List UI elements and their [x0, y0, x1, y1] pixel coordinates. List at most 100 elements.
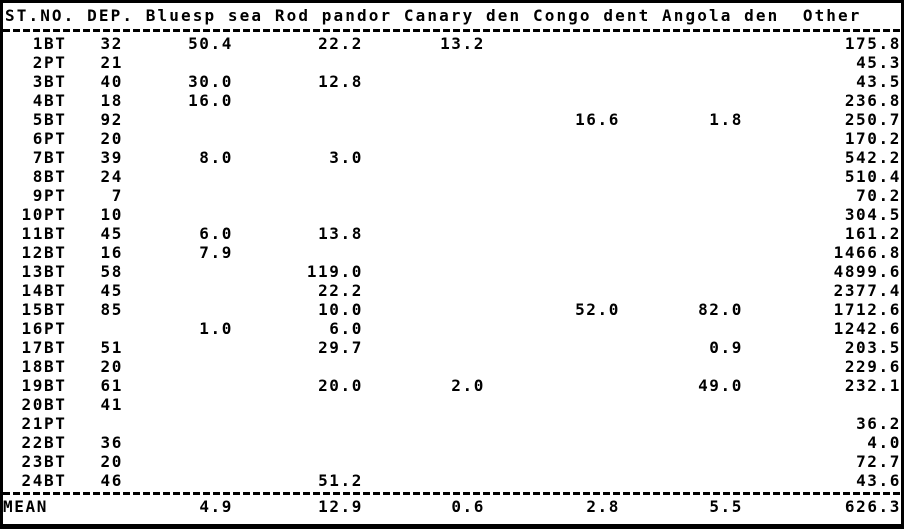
depth-cell: 21	[100, 53, 123, 72]
angola-den-cell	[620, 395, 743, 414]
angola-den-cell	[620, 471, 743, 490]
other-cell: 4899.6	[833, 262, 901, 281]
angola-den-cell	[620, 243, 743, 262]
other-cell: 175.8	[844, 34, 901, 53]
congo-dent-cell: 52.0	[575, 300, 620, 319]
other-cell: 72.7	[856, 452, 901, 471]
bluesp-sea-cell	[123, 129, 233, 148]
bluesp-sea-cell	[123, 300, 233, 319]
table-row: 13 BT 58 119.0 4899.6	[3, 262, 901, 281]
rod-pandor-cell	[233, 186, 363, 205]
rod-pandor-cell: 20.0	[318, 376, 363, 395]
depth-cell: 58	[100, 262, 123, 281]
table-row: 5 BT 92 16.6 1.8 250.7	[3, 110, 901, 129]
st-no-cell: 21	[21, 414, 44, 433]
congo-dent-cell	[485, 471, 620, 490]
canary-den-cell	[363, 129, 485, 148]
mean-congo-dent-cell: 2.8	[586, 497, 621, 516]
canary-den-cell	[363, 110, 485, 129]
rod-pandor-cell	[233, 91, 363, 110]
st-no-cell: 15	[21, 300, 44, 319]
table-row: 24 BT 46 51.2 43.6	[3, 471, 901, 490]
other-cell: 4.0	[867, 433, 901, 452]
gear-type-cell: PT	[44, 319, 67, 338]
congo-dent-cell	[485, 186, 620, 205]
depth-cell: 20	[100, 357, 123, 376]
table-row: 10 PT 10 304.5	[3, 205, 901, 224]
gear-type-cell: BT	[44, 395, 67, 414]
bluesp-sea-cell	[123, 376, 233, 395]
table-row: 11 BT 45 6.0 13.8 161.2	[3, 224, 901, 243]
bluesp-sea-cell	[123, 110, 233, 129]
bluesp-sea-cell	[123, 205, 233, 224]
angola-den-cell	[620, 319, 743, 338]
gear-type-cell: PT	[44, 186, 67, 205]
st-no-cell: 12	[21, 243, 44, 262]
congo-dent-cell	[485, 224, 620, 243]
other-cell: 232.1	[844, 376, 901, 395]
st-no-cell: 24	[21, 471, 44, 490]
bluesp-sea-cell: 7.9	[199, 243, 233, 262]
rod-pandor-cell: 22.2	[318, 281, 363, 300]
st-no-cell: 18	[21, 357, 44, 376]
table-row: 14 BT 45 22.2 2377.4	[3, 281, 901, 300]
angola-den-cell	[620, 452, 743, 471]
st-no-cell: 3	[32, 72, 44, 91]
congo-dent-cell: 16.6	[575, 110, 620, 129]
gear-type-cell: BT	[44, 376, 67, 395]
table-header-line: ST.NO. DEP. Bluesp sea Rod pandor Canary…	[5, 6, 862, 25]
rod-pandor-cell	[233, 205, 363, 224]
congo-dent-cell	[485, 338, 620, 357]
depth-cell	[93, 414, 123, 433]
depth-cell: 51	[100, 338, 123, 357]
congo-dent-cell	[485, 433, 620, 452]
rod-pandor-cell	[233, 129, 363, 148]
gear-type-cell: BT	[44, 452, 67, 471]
congo-dent-cell	[485, 395, 620, 414]
bluesp-sea-cell	[123, 281, 233, 300]
bluesp-sea-cell: 1.0	[199, 319, 233, 338]
rod-pandor-cell	[233, 357, 363, 376]
bluesp-sea-cell: 50.4	[188, 34, 233, 53]
gear-type-cell: BT	[44, 338, 67, 357]
congo-dent-cell	[485, 72, 620, 91]
angola-den-cell	[620, 205, 743, 224]
table-row: 1 BT 32 50.4 22.2 13.2 175.8	[3, 34, 901, 53]
depth-cell: 32	[100, 34, 123, 53]
congo-dent-cell	[485, 319, 620, 338]
table-row: 7 BT 39 8.0 3.0 542.2	[3, 148, 901, 167]
bluesp-sea-cell	[123, 167, 233, 186]
depth-cell: 20	[100, 129, 123, 148]
angola-den-cell	[620, 433, 743, 452]
mean-rod-pandor-cell: 12.9	[318, 497, 364, 516]
gear-type-cell: BT	[44, 148, 67, 167]
congo-dent-cell	[485, 376, 620, 395]
angola-den-cell	[620, 148, 743, 167]
st-no-cell: 14	[21, 281, 44, 300]
canary-den-cell	[363, 395, 485, 414]
rod-pandor-cell: 10.0	[318, 300, 363, 319]
station-catch-table: 1 BT 32 50.4 22.2 13.2 175.8 2 PT 21 45.3 3 BT 40 30.0…	[3, 34, 901, 490]
bluesp-sea-cell	[123, 357, 233, 376]
table-row: 17 BT 51 29.7 0.9 203.5	[3, 338, 901, 357]
table-row: 19 BT 61 20.0 2.0 49.0 232.1	[3, 376, 901, 395]
rod-pandor-cell	[233, 395, 363, 414]
gear-type-cell: BT	[44, 167, 67, 186]
table-row: 12 BT 16 7.9 1466.8	[3, 243, 901, 262]
bluesp-sea-cell	[123, 433, 233, 452]
angola-den-cell	[620, 186, 743, 205]
congo-dent-cell	[485, 129, 620, 148]
depth-cell: 92	[100, 110, 123, 129]
st-no-cell: 9	[32, 186, 44, 205]
gear-type-cell: PT	[44, 129, 67, 148]
angola-den-cell	[620, 129, 743, 148]
st-no-cell: 2	[32, 53, 44, 72]
canary-den-cell	[363, 167, 485, 186]
bluesp-sea-cell: 8.0	[199, 148, 233, 167]
st-no-cell: 16	[21, 319, 44, 338]
bluesp-sea-cell	[123, 338, 233, 357]
rod-pandor-cell	[233, 452, 363, 471]
canary-den-cell: 2.0	[451, 376, 485, 395]
congo-dent-cell	[485, 34, 620, 53]
table-row: 18 BT 20 229.6	[3, 357, 901, 376]
